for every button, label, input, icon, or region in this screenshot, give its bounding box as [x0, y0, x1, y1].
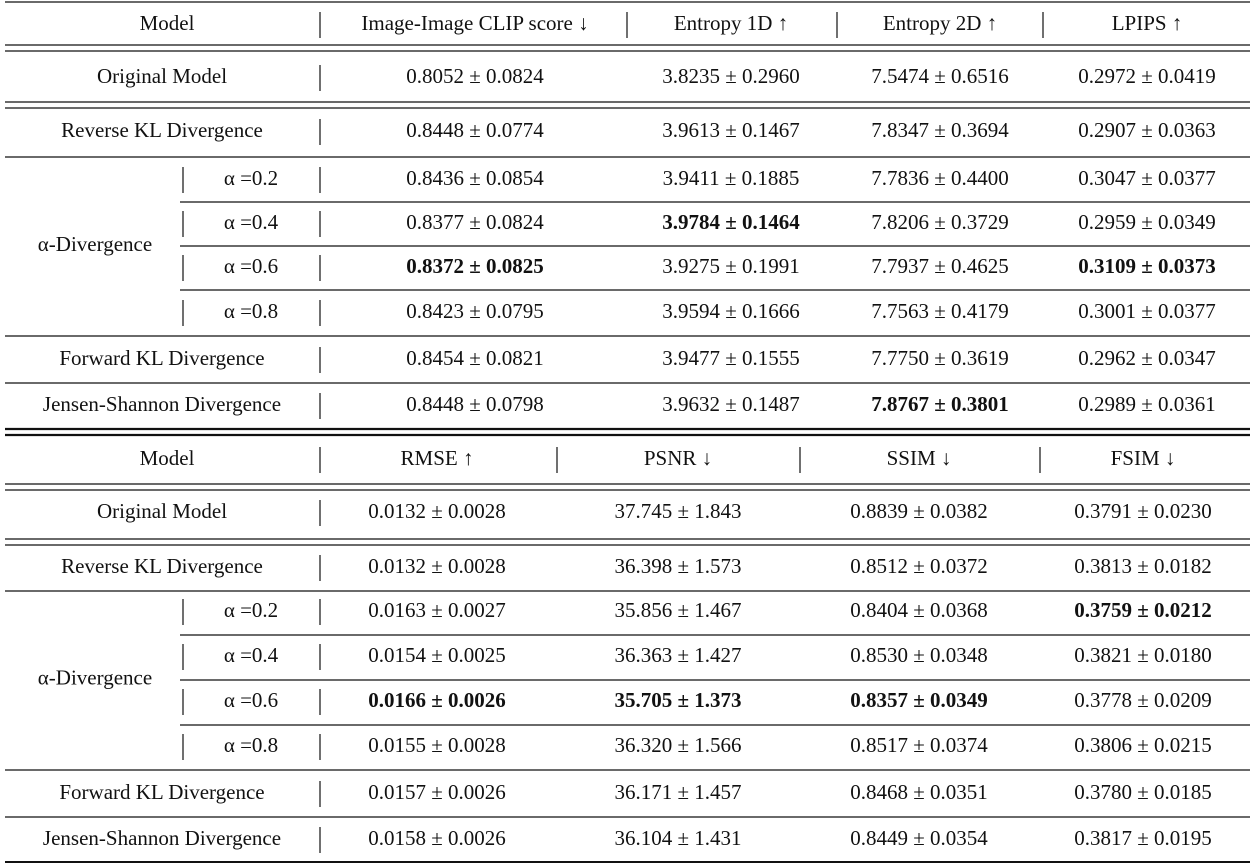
cell: 0.3047 ± 0.0377	[1078, 166, 1216, 190]
cell: 0.3821 ± 0.0180	[1074, 643, 1212, 667]
cell: 3.9275 ± 0.1991	[662, 254, 800, 278]
cell: 0.3780 ± 0.0185	[1074, 780, 1212, 804]
cell: 0.3813 ± 0.0182	[1074, 554, 1212, 578]
cell: 3.9613 ± 0.1467	[662, 118, 800, 142]
cell: 0.8517 ± 0.0374	[850, 733, 988, 757]
cell: 0.8372 ± 0.0825	[406, 254, 544, 278]
model-label: Original Model	[97, 64, 227, 88]
cell: 0.2907 ± 0.0363	[1078, 118, 1216, 142]
cell: 0.8454 ± 0.0821	[406, 346, 544, 370]
cell: 0.0158 ± 0.0026	[368, 826, 506, 850]
cell: 0.8052 ± 0.0824	[406, 64, 544, 88]
cell: 0.0132 ± 0.0028	[368, 554, 506, 578]
column-header: Entropy 1D ↑	[674, 11, 788, 35]
cell: 7.8767 ± 0.3801	[871, 392, 1009, 416]
cell: 35.705 ± 1.373	[614, 688, 741, 712]
cell: 36.171 ± 1.457	[614, 780, 741, 804]
model-label: Reverse KL Divergence	[61, 554, 263, 578]
cell: 7.5474 ± 0.6516	[871, 64, 1009, 88]
cell: 0.8404 ± 0.0368	[850, 598, 988, 622]
cell: 0.8436 ± 0.0854	[406, 166, 544, 190]
alpha-label: α =0.6	[224, 254, 278, 278]
cell: 7.7563 ± 0.4179	[871, 299, 1009, 323]
cell: 0.8448 ± 0.0774	[406, 118, 544, 142]
cell: 0.2989 ± 0.0361	[1078, 392, 1216, 416]
cell: 0.2959 ± 0.0349	[1078, 210, 1216, 234]
model-label: Jensen-Shannon Divergence	[43, 392, 281, 416]
cell: 0.2962 ± 0.0347	[1078, 346, 1216, 370]
alpha-label: α =0.4	[224, 210, 279, 234]
cell: 36.104 ± 1.431	[614, 826, 741, 850]
model-label: Jensen-Shannon Divergence	[43, 826, 281, 850]
cell: 3.8235 ± 0.2960	[662, 64, 800, 88]
alpha-label: α =0.4	[224, 643, 279, 667]
model-label: Forward KL Divergence	[59, 780, 264, 804]
cell: 0.8448 ± 0.0798	[406, 392, 544, 416]
model-label: Forward KL Divergence	[59, 346, 264, 370]
cell: 0.8357 ± 0.0349	[850, 688, 988, 712]
group-label: α-Divergence	[38, 232, 152, 256]
model-label: Original Model	[97, 499, 227, 523]
cell: 0.0166 ± 0.0026	[368, 688, 506, 712]
cell: 0.0132 ± 0.0028	[368, 499, 506, 523]
column-header: Model	[140, 11, 195, 35]
cell: 0.3001 ± 0.0377	[1078, 299, 1216, 323]
column-header: SSIM ↓	[887, 446, 952, 470]
column-header: Entropy 2D ↑	[883, 11, 997, 35]
cell: 3.9477 ± 0.1555	[662, 346, 800, 370]
column-header: Model	[140, 446, 195, 470]
alpha-label: α =0.2	[224, 166, 278, 190]
cell: 0.0163 ± 0.0027	[368, 598, 506, 622]
column-header: Image-Image CLIP score ↓	[361, 11, 588, 35]
cell: 0.3806 ± 0.0215	[1074, 733, 1212, 757]
cell: 0.3778 ± 0.0209	[1074, 688, 1212, 712]
cell: 0.3791 ± 0.0230	[1074, 499, 1212, 523]
cell: 37.745 ± 1.843	[614, 499, 741, 523]
cell: 3.9784 ± 0.1464	[662, 210, 800, 234]
group-label: α-Divergence	[38, 665, 152, 689]
cell: 0.3759 ± 0.0212	[1074, 598, 1212, 622]
column-header: FSIM ↓	[1111, 446, 1176, 470]
cell: 0.0157 ± 0.0026	[368, 780, 506, 804]
column-header: PSNR ↓	[644, 446, 712, 470]
cell: 3.9594 ± 0.1666	[662, 299, 800, 323]
cell: 0.8449 ± 0.0354	[850, 826, 988, 850]
cell: 0.0155 ± 0.0028	[368, 733, 506, 757]
cell: 7.8206 ± 0.3729	[871, 210, 1009, 234]
cell: 7.7836 ± 0.4400	[871, 166, 1009, 190]
cell: 0.0154 ± 0.0025	[368, 643, 506, 667]
cell: 36.363 ± 1.427	[614, 643, 741, 667]
cell: 0.8468 ± 0.0351	[850, 780, 988, 804]
cell: 0.8839 ± 0.0382	[850, 499, 988, 523]
cell: 36.320 ± 1.566	[614, 733, 741, 757]
cell: 0.3109 ± 0.0373	[1078, 254, 1216, 278]
cell: 0.3817 ± 0.0195	[1074, 826, 1212, 850]
cell: 0.2972 ± 0.0419	[1078, 64, 1216, 88]
alpha-label: α =0.8	[224, 299, 278, 323]
cell: 3.9632 ± 0.1487	[662, 392, 800, 416]
cell: 7.7937 ± 0.4625	[871, 254, 1009, 278]
column-header: LPIPS ↑	[1112, 11, 1183, 35]
alpha-label: α =0.8	[224, 733, 278, 757]
model-label: Reverse KL Divergence	[61, 118, 263, 142]
alpha-label: α =0.6	[224, 688, 278, 712]
cell: 7.7750 ± 0.3619	[871, 346, 1009, 370]
cell: 36.398 ± 1.573	[614, 554, 741, 578]
cell: 0.8512 ± 0.0372	[850, 554, 988, 578]
cell: 3.9411 ± 0.1885	[663, 166, 800, 190]
alpha-label: α =0.2	[224, 598, 278, 622]
column-header: RMSE ↑	[401, 446, 474, 470]
cell: 0.8530 ± 0.0348	[850, 643, 988, 667]
cell: 35.856 ± 1.467	[614, 598, 741, 622]
cell: 7.8347 ± 0.3694	[871, 118, 1009, 142]
cell: 0.8423 ± 0.0795	[406, 299, 544, 323]
cell: 0.8377 ± 0.0824	[406, 210, 544, 234]
